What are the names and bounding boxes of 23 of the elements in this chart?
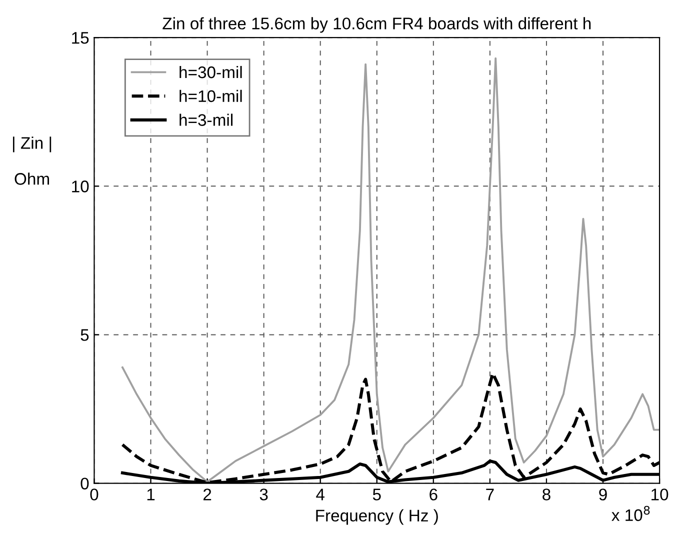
- line-series: [122, 57, 660, 483]
- x-tick-label: 8: [542, 488, 550, 500]
- y-tick-label: 0: [80, 478, 89, 490]
- x-axis-title: Frequency ( Hz ): [316, 509, 438, 525]
- legend-label: h=30-mil: [180, 66, 242, 78]
- y-tick-label: 5: [80, 329, 89, 341]
- text: | Zin | Ohm: [12, 136, 52, 185]
- text: x 10$^{8}$: [612, 506, 650, 522]
- y-tick-label: 10: [72, 180, 89, 192]
- legend-label: h=10-mil: [180, 90, 242, 102]
- chart-title: Zin of three 15.6cm by 10.6cm FR4 boards with different h: [162, 17, 591, 33]
- x-tick-label: 5: [372, 488, 381, 500]
- y-tick-label: 15: [72, 32, 89, 44]
- x-tick-label: 10: [652, 488, 668, 500]
- x-tick-label: 9: [599, 488, 607, 500]
- x-tick-label: 4: [316, 488, 324, 500]
- x-tick-label: 3: [260, 488, 268, 500]
- x-tick-label: 2: [203, 488, 212, 500]
- x-tick-label: 1: [147, 488, 155, 500]
- x-tick-label: 6: [430, 488, 438, 500]
- legend-label: h=3-mil: [180, 114, 232, 126]
- x-tick-label: 7: [486, 488, 494, 500]
- x-tick-label: 0: [90, 488, 98, 500]
